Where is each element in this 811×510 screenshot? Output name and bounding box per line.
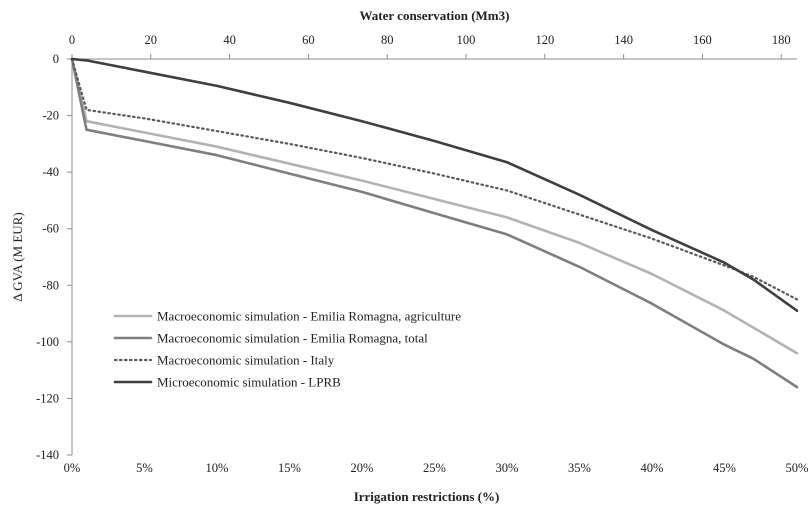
x-tick-label: 50% [786,461,809,475]
x2-axis-title: Water conservation (Mm3) [360,8,510,23]
x2-tick-label: 20 [145,33,158,47]
y-tick-label: -140 [36,448,59,462]
x2-tick-label: 80 [381,33,394,47]
y-tick-label: -60 [42,222,59,236]
y-tick-label: -120 [36,391,59,405]
x-tick-label: 5% [136,461,153,475]
x2-tick-label: 0 [69,33,75,47]
x-tick-label: 30% [496,461,519,475]
x2-tick-label: 40 [223,33,236,47]
x-tick-label: 20% [351,461,374,475]
legend-label: Macroeconomic simulation - Emilia Romagn… [157,309,461,324]
x-tick-label: 10% [206,461,229,475]
x-tick-label: 0% [64,461,81,475]
series-line-4 [70,57,799,313]
x2-tick-label: 160 [693,33,712,47]
y-tick-label: -80 [42,278,59,292]
x-tick-label: 40% [641,461,664,475]
x2-tick-label: 120 [535,33,554,47]
x2-tick-label: 140 [614,33,633,47]
x2-tick-label: 60 [302,33,315,47]
legend-label: Macroeconomic simulation - Emilia Romagn… [157,331,428,346]
x-tick-label: 15% [278,461,301,475]
legend-label: Microeconomic simulation - LPRB [157,375,341,390]
legend-label: Macroeconomic simulation - Italy [157,353,335,368]
y-axis-title: Δ GVA (M EUR) [10,212,25,301]
x-axis-title: Irrigation restrictions (%) [354,489,500,504]
y-tick-label: -40 [42,165,59,179]
series-line-3 [70,57,799,301]
x-tick-label: 35% [568,461,591,475]
x-tick-label: 45% [713,461,736,475]
series-line-2 [70,57,799,389]
x-tick-label: 25% [423,461,446,475]
series-line-1 [70,57,799,355]
y-tick-label: -100 [36,335,59,349]
y-tick-label: 0 [53,52,59,66]
y-tick-label: -20 [42,109,59,123]
x2-tick-label: 180 [772,33,791,47]
x2-tick-label: 100 [457,33,476,47]
